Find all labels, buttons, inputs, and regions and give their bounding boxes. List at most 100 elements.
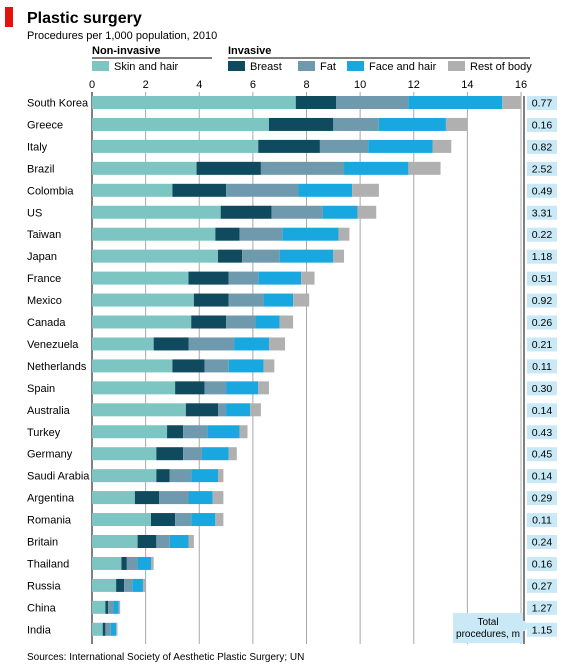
category-label: Romania xyxy=(27,515,72,527)
bar-segment xyxy=(92,227,216,241)
bar-segment xyxy=(338,227,350,241)
bar-segment xyxy=(92,425,168,439)
bar-segment xyxy=(279,249,334,263)
bar-segment xyxy=(258,381,269,395)
legend-label-fat: Fat xyxy=(320,61,336,73)
bar-segment xyxy=(105,600,109,614)
bar-segment xyxy=(268,337,286,351)
x-tick-label: 12 xyxy=(408,79,420,91)
category-label: US xyxy=(27,207,42,219)
total-value: 0.21 xyxy=(532,339,553,351)
bar-segment xyxy=(169,535,189,548)
bar-segment xyxy=(137,535,157,548)
legend-swatch-face-and-hair xyxy=(347,61,364,71)
bar-segment xyxy=(271,205,323,219)
legend-swatch-skin-and-hair xyxy=(92,61,109,71)
bar-segment xyxy=(116,578,125,592)
bar-segment xyxy=(258,139,320,153)
totals-callout: Total procedures, m xyxy=(453,613,530,643)
total-value-bg xyxy=(527,139,557,154)
bar-segment xyxy=(137,556,151,570)
bar-segment xyxy=(260,161,345,175)
bar-segment xyxy=(408,161,441,175)
total-value-bg xyxy=(527,513,557,528)
legend-label-rest-of-body: Rest of body xyxy=(470,61,532,73)
total-value-bg xyxy=(527,315,557,330)
bar-segment xyxy=(220,205,272,219)
bar-segment xyxy=(175,381,205,395)
category-label: Australia xyxy=(27,405,71,417)
bar-segment xyxy=(92,117,269,131)
bar-segment xyxy=(228,271,259,285)
category-label: Germany xyxy=(27,449,73,461)
bar-segment xyxy=(134,491,160,505)
bar-segment xyxy=(196,161,261,175)
bar-segment xyxy=(183,447,202,461)
x-tick-label: 6 xyxy=(250,79,256,91)
bar-segment xyxy=(92,622,103,636)
bar-segment xyxy=(92,271,189,285)
bar-segment xyxy=(150,513,176,527)
bar-segment xyxy=(357,205,377,219)
bar-segment xyxy=(188,491,213,505)
category-label: South Korea xyxy=(27,98,89,110)
bar-segment xyxy=(92,293,194,307)
bar-segment xyxy=(156,447,184,461)
x-tick-label: 10 xyxy=(354,79,366,91)
bar-segment xyxy=(169,469,192,483)
red-title-marker xyxy=(5,7,13,27)
bar-segment xyxy=(150,556,154,570)
bar-segment xyxy=(207,425,240,439)
bar-segment xyxy=(335,96,409,109)
bar-segment xyxy=(250,403,261,417)
bar-segment xyxy=(172,359,205,373)
x-tick-label: 14 xyxy=(461,79,473,91)
total-value-bg xyxy=(527,183,557,198)
legend-swatch-breast xyxy=(228,61,245,71)
bar-segment xyxy=(191,315,227,329)
category-label: Italy xyxy=(27,141,48,153)
category-label: Thailand xyxy=(27,558,69,570)
bar-segment xyxy=(92,578,117,592)
bar-segment xyxy=(92,161,197,175)
category-label: Mexico xyxy=(27,295,62,307)
bar-segment xyxy=(126,556,138,570)
bar-segment xyxy=(255,315,280,329)
total-value: 0.14 xyxy=(532,471,553,483)
total-value: 0.22 xyxy=(532,229,553,241)
bar-segment xyxy=(193,293,229,307)
bar-segment xyxy=(92,513,151,527)
legend-label-breast: Breast xyxy=(250,61,282,73)
bar-segment xyxy=(298,183,353,197)
bar-segment xyxy=(132,578,143,592)
bar-segment xyxy=(268,117,334,131)
total-value: 0.30 xyxy=(532,383,553,395)
bar-segment xyxy=(263,293,294,307)
bar-segment xyxy=(102,622,106,636)
total-value: 0.82 xyxy=(532,141,553,153)
totals-callout-line1: Total xyxy=(477,617,498,628)
legend-group-invasive: Invasive xyxy=(228,45,271,57)
bar-segment xyxy=(218,249,243,263)
total-value: 1.15 xyxy=(532,624,553,636)
bar-segment xyxy=(293,293,310,307)
bar-segment xyxy=(201,447,229,461)
category-label: Spain xyxy=(27,383,55,395)
bar-segment xyxy=(295,96,336,109)
total-value: 0.77 xyxy=(532,98,553,110)
total-value-bg xyxy=(527,556,557,571)
bar-segment xyxy=(212,491,224,505)
x-axis-tick-labels: 0 2 4 6 8 10 12 14 16 xyxy=(89,79,527,91)
bar-segment xyxy=(204,359,229,373)
category-label: India xyxy=(27,624,52,636)
category-label: China xyxy=(27,602,57,614)
x-tick-label: 0 xyxy=(89,79,95,91)
total-value-bg xyxy=(527,469,557,484)
totals-column: 0.77 0.16 0.82 2.52 0.49 3.31 0.22 1.18 0.51 0.92… xyxy=(527,96,557,637)
x-tick-label: 16 xyxy=(515,79,527,91)
category-label: France xyxy=(27,273,61,285)
bar-segment xyxy=(378,117,446,131)
bar-segment xyxy=(92,205,221,219)
bar-segment xyxy=(445,117,468,131)
bar-segment xyxy=(226,403,251,417)
